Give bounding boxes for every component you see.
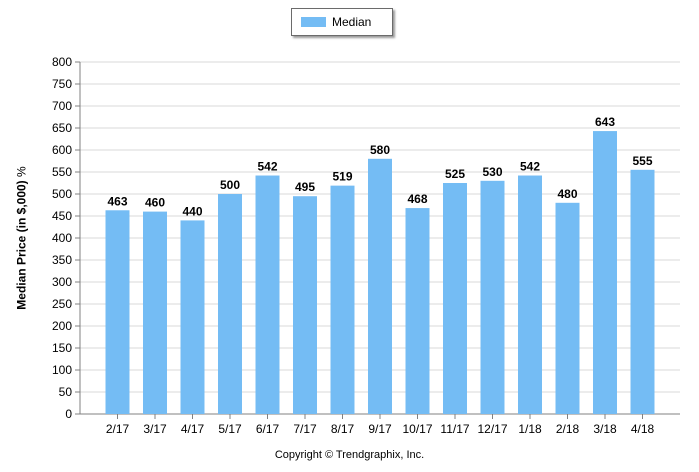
y-tick-label: 0 bbox=[65, 407, 72, 421]
bar-value-label: 463 bbox=[107, 194, 127, 208]
y-tick-label: 650 bbox=[52, 121, 72, 135]
bar-value-label: 542 bbox=[257, 160, 277, 174]
bar bbox=[555, 202, 580, 414]
y-tick-label: 150 bbox=[52, 341, 72, 355]
y-tick-label: 550 bbox=[52, 165, 72, 179]
bar bbox=[330, 185, 355, 414]
x-tick-label: 9/17 bbox=[368, 422, 392, 436]
y-tick-label: 400 bbox=[52, 231, 72, 245]
bar bbox=[105, 210, 130, 414]
bar-value-label: 530 bbox=[482, 165, 502, 179]
bar-value-label: 468 bbox=[407, 192, 427, 206]
bar-value-label: 519 bbox=[332, 170, 352, 184]
x-tick-label: 10/17 bbox=[402, 422, 432, 436]
bar-value-label: 525 bbox=[445, 167, 465, 181]
bar bbox=[143, 211, 167, 414]
x-tick-label: 2/18 bbox=[556, 422, 580, 436]
x-tick-label: 3/18 bbox=[593, 422, 617, 436]
y-tick-label: 500 bbox=[52, 187, 72, 201]
y-tick-label: 250 bbox=[52, 297, 72, 311]
y-tick-label: 600 bbox=[52, 143, 72, 157]
bar bbox=[518, 175, 542, 414]
bar-value-label: 495 bbox=[295, 180, 315, 194]
y-tick-label: 200 bbox=[52, 319, 72, 333]
x-tick-label: 7/17 bbox=[293, 422, 317, 436]
x-tick-label: 11/17 bbox=[440, 422, 469, 436]
x-tick-label: 3/17 bbox=[143, 422, 167, 436]
y-tick-label: 750 bbox=[52, 77, 72, 91]
y-tick-label: 100 bbox=[52, 363, 72, 377]
bar-value-label: 542 bbox=[520, 160, 540, 174]
bar-value-label: 500 bbox=[220, 178, 240, 192]
y-tick-label: 50 bbox=[59, 385, 73, 399]
y-tick-label: 800 bbox=[52, 55, 72, 69]
legend-swatch-median bbox=[301, 17, 326, 27]
bar-value-label: 480 bbox=[557, 187, 577, 201]
x-tick-label: 2/17 bbox=[106, 422, 130, 436]
chart-legend: Median bbox=[291, 8, 393, 36]
bar bbox=[293, 196, 317, 414]
x-tick-label: 4/17 bbox=[181, 422, 205, 436]
bar bbox=[593, 131, 617, 414]
x-tick-label: 8/17 bbox=[331, 422, 355, 436]
y-tick-label: 450 bbox=[52, 209, 72, 223]
bar bbox=[405, 208, 430, 414]
bar bbox=[255, 175, 280, 414]
bar-value-label: 440 bbox=[182, 204, 202, 218]
bar-value-label: 580 bbox=[370, 143, 390, 157]
x-tick-label: 12/17 bbox=[477, 422, 507, 436]
legend-label-median: Median bbox=[332, 15, 372, 29]
y-tick-label: 350 bbox=[52, 253, 72, 267]
bar bbox=[443, 183, 467, 414]
bar bbox=[368, 158, 392, 414]
y-tick-label: 300 bbox=[52, 275, 72, 289]
bar bbox=[218, 194, 242, 414]
x-tick-label: 5/17 bbox=[218, 422, 242, 436]
bar bbox=[630, 169, 655, 414]
bar bbox=[180, 220, 205, 414]
bar-value-label: 460 bbox=[145, 196, 165, 210]
bar-value-label: 555 bbox=[632, 154, 652, 168]
y-tick-label: 700 bbox=[52, 99, 72, 113]
x-tick-label: 6/17 bbox=[256, 422, 280, 436]
bar-value-label: 643 bbox=[595, 115, 615, 129]
bar bbox=[480, 180, 505, 414]
x-tick-label: 4/18 bbox=[631, 422, 655, 436]
copyright-text: Copyright © Trendgraphix, Inc. bbox=[274, 449, 425, 461]
x-tick-label: 1/18 bbox=[518, 422, 542, 436]
